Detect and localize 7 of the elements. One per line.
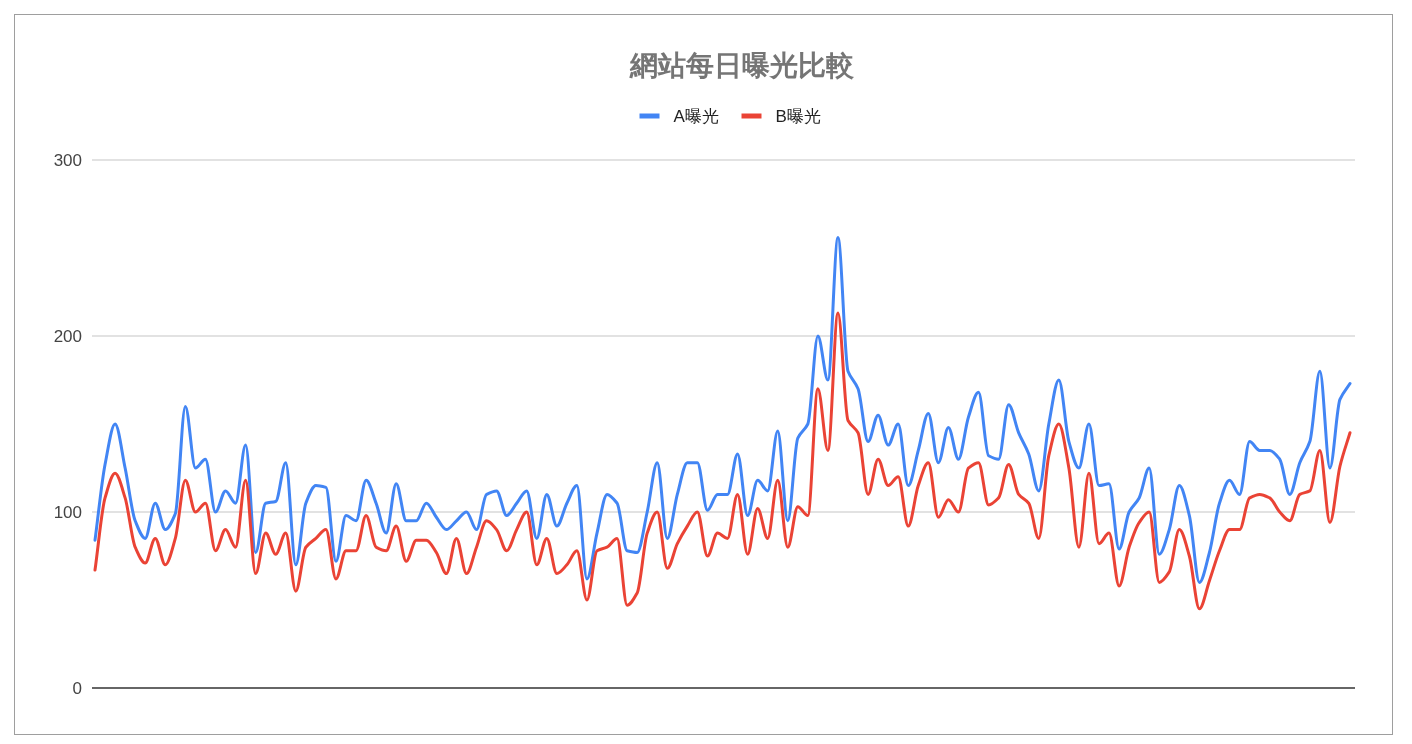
y-tick-label: 200 (53, 327, 82, 346)
legend-label: B曝光 (775, 107, 821, 126)
y-tick-label: 0 (72, 679, 82, 698)
y-tick-label: 300 (53, 151, 82, 170)
legend-label: A曝光 (673, 107, 719, 126)
chart-title: 網站每日曝光比較 (628, 50, 855, 81)
y-tick-label: 100 (53, 503, 82, 522)
